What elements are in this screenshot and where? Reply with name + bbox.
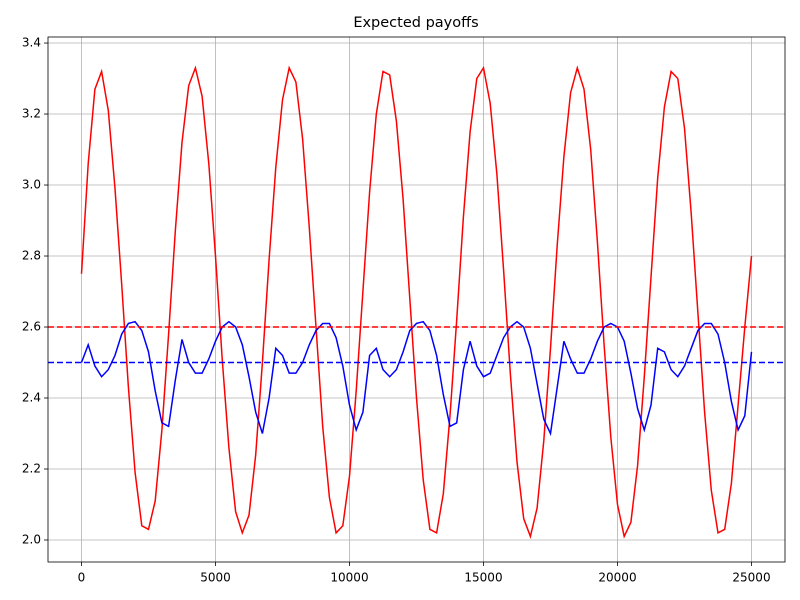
y-tick-label: 2.6 — [22, 320, 41, 334]
x-tick-label: 20000 — [598, 571, 636, 585]
x-tick-label: 15000 — [464, 571, 502, 585]
x-tick-label: 0 — [78, 571, 86, 585]
x-tick-label: 5000 — [200, 571, 231, 585]
data-line — [80, 320, 753, 437]
y-tick-label: 2.4 — [22, 391, 41, 405]
plot-frame — [47, 36, 786, 563]
x-tick-label: 10000 — [330, 571, 368, 585]
data-line — [80, 65, 753, 540]
chart-title: Expected payoffs — [353, 15, 478, 31]
y-tick-label: 3.2 — [22, 107, 41, 121]
x-tick-label: 25000 — [732, 571, 770, 585]
y-tick-label: 3.4 — [22, 36, 41, 50]
y-tick-label: 3.0 — [22, 178, 41, 192]
y-tick-label: 2.8 — [22, 249, 41, 263]
y-tick-label: 2.0 — [22, 532, 41, 546]
y-tick-label: 2.2 — [22, 461, 41, 475]
